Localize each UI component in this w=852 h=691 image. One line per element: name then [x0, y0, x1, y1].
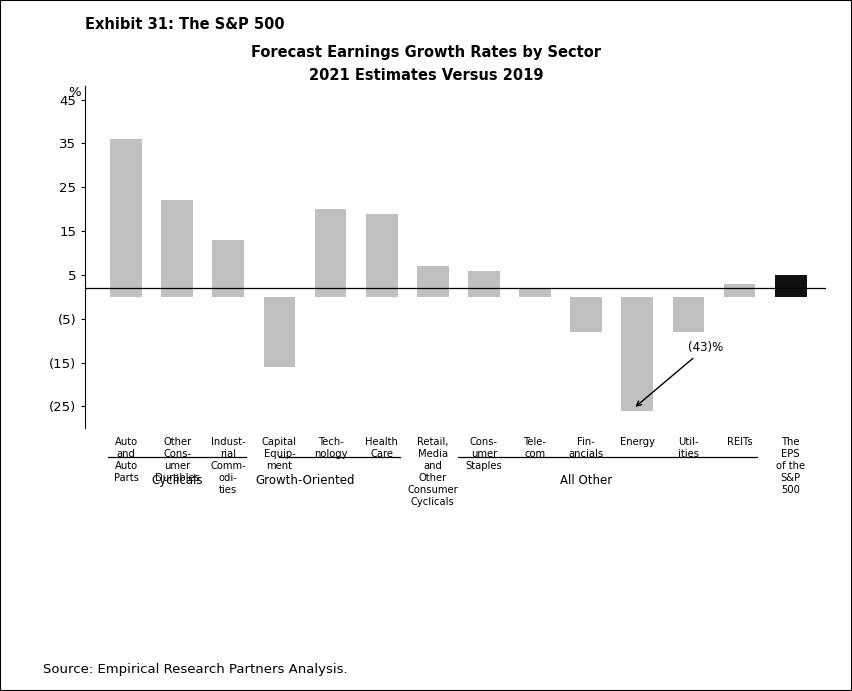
Bar [468, 271, 500, 297]
Text: Forecast Earnings Growth Rates by Sector: Forecast Earnings Growth Rates by Sector [251, 45, 601, 60]
Bar [314, 209, 347, 297]
Bar [161, 200, 193, 297]
Bar [723, 284, 756, 297]
Text: (43)%: (43)% [636, 341, 723, 406]
Bar [672, 297, 705, 332]
Text: Source: Empirical Research Partners Analysis.: Source: Empirical Research Partners Anal… [43, 663, 348, 676]
Bar [417, 266, 449, 297]
Text: Cyclicals: Cyclicals [152, 475, 203, 487]
Text: Growth-Oriented: Growth-Oriented [256, 475, 354, 487]
Text: All Other: All Other [560, 475, 613, 487]
Text: Exhibit 31: The S&P 500: Exhibit 31: The S&P 500 [85, 17, 285, 32]
Bar [212, 240, 245, 297]
Text: %: % [69, 86, 81, 100]
Bar [519, 288, 551, 297]
Bar [366, 214, 398, 297]
Bar [774, 275, 807, 297]
Text: 2021 Estimates Versus 2019: 2021 Estimates Versus 2019 [308, 68, 544, 83]
Bar [621, 297, 653, 411]
Bar [263, 297, 296, 367]
Bar [110, 139, 142, 297]
Bar [570, 297, 602, 332]
